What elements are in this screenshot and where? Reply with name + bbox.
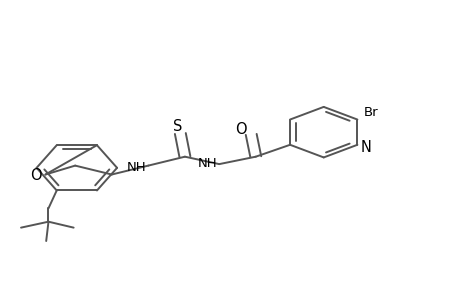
Text: N: N	[359, 140, 370, 155]
Text: Br: Br	[363, 106, 378, 118]
Text: NH: NH	[197, 157, 217, 170]
Text: O: O	[30, 168, 42, 183]
Text: S: S	[173, 119, 182, 134]
Text: O: O	[235, 122, 246, 136]
Text: NH: NH	[127, 160, 146, 174]
